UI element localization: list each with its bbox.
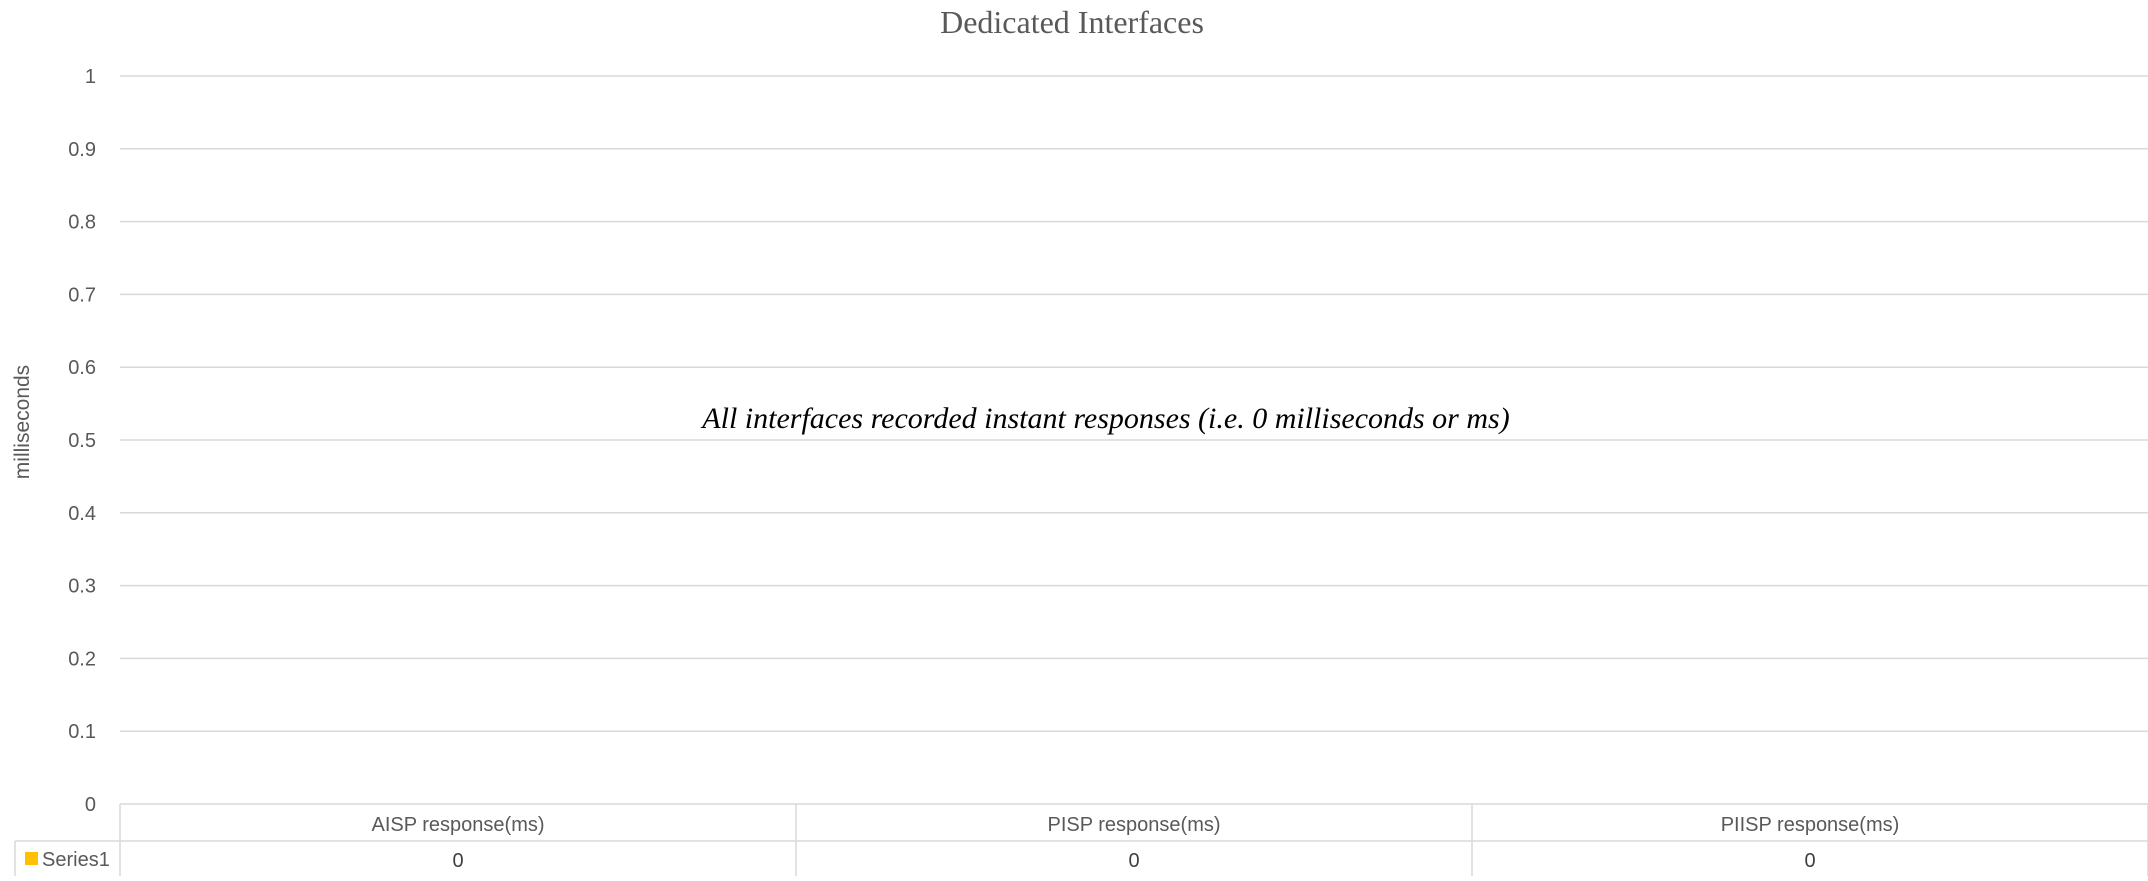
y-axis-label: milliseconds (11, 365, 34, 479)
y-tick-label: 1 (85, 66, 96, 88)
data-label: 0 (1128, 850, 1139, 872)
y-tick-label: 0 (85, 794, 96, 816)
y-tick-label: 0.9 (68, 139, 96, 161)
data-table: AISP response(ms) PISP response(ms) PIISP … (14, 803, 2148, 876)
legend-swatch (25, 852, 38, 865)
y-tick-label: 0.6 (68, 357, 96, 379)
gridlines (120, 75, 2148, 732)
data-label: 0 (1804, 850, 1815, 872)
category-label: AISP response(ms) (371, 814, 544, 836)
data-label: 0 (452, 850, 463, 872)
y-tick-label: 0.1 (68, 721, 96, 743)
chart-title: Dedicated Interfaces (940, 4, 1204, 40)
y-tick-label: 0.3 (68, 576, 96, 598)
y-tick-label: 0.4 (68, 503, 96, 525)
y-axis-ticks: 0 0.1 0.2 0.3 0.4 0.5 0.6 0.7 0.8 0.9 1 (68, 66, 96, 816)
category-label: PIISP response(ms) (1721, 814, 1900, 836)
y-tick-label: 0.5 (68, 430, 96, 452)
y-tick-label: 0.7 (68, 284, 96, 306)
category-label: PISP response(ms) (1047, 814, 1220, 836)
legend-label: Series1 (42, 849, 110, 871)
chart-annotation: All interfaces recorded instant response… (700, 402, 1509, 435)
y-tick-label: 0.2 (68, 648, 96, 670)
y-tick-label: 0.8 (68, 212, 96, 234)
